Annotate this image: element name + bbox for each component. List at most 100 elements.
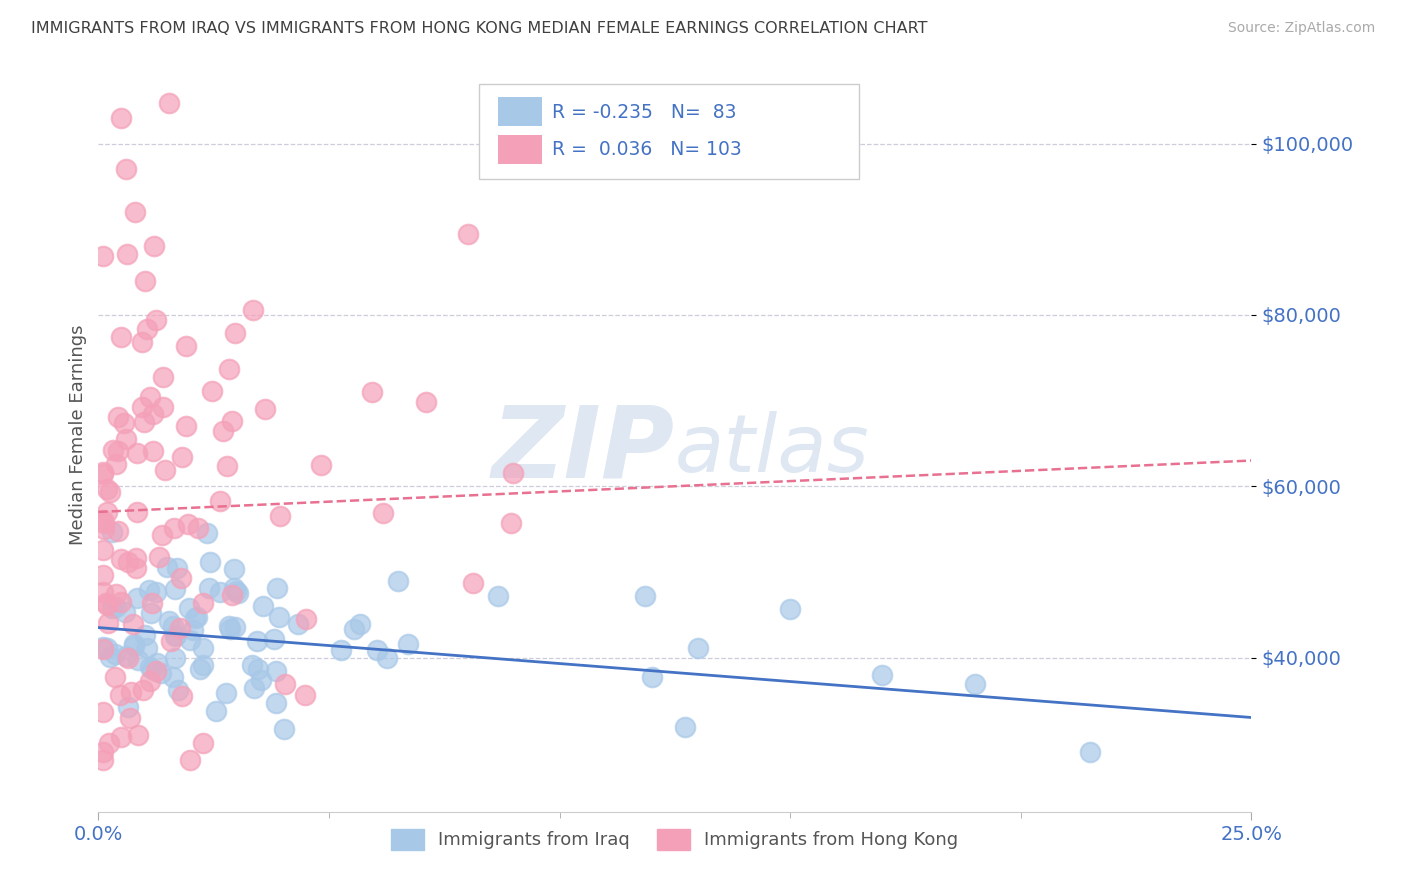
- Point: [112, 416, 135, 430]
- Bar: [499, 97, 543, 126]
- Text: R =  0.036   N= 103: R = 0.036 N= 103: [551, 140, 741, 160]
- Point: [165, 650, 187, 665]
- Point: [226, 586, 249, 600]
- Point: [157, 614, 180, 628]
- Point: [224, 326, 246, 340]
- Point: [91, 642, 114, 657]
- Point: [205, 704, 228, 718]
- Point: [157, 95, 180, 110]
- Point: [174, 339, 197, 353]
- Point: [222, 581, 245, 595]
- Point: [269, 508, 291, 523]
- Point: [142, 444, 165, 458]
- Point: [96, 598, 118, 612]
- Point: [172, 450, 194, 465]
- Point: [101, 442, 124, 457]
- Point: [165, 628, 187, 642]
- Point: [141, 606, 163, 620]
- Point: [387, 574, 409, 588]
- Point: [110, 552, 132, 566]
- Legend: Immigrants from Iraq, Immigrants from Hong Kong: Immigrants from Iraq, Immigrants from Ho…: [384, 822, 966, 857]
- Point: [252, 599, 274, 613]
- Point: [329, 643, 352, 657]
- Point: [634, 589, 657, 603]
- Point: [115, 162, 138, 177]
- Point: [375, 651, 398, 665]
- Point: [91, 249, 114, 263]
- Point: [117, 555, 139, 569]
- Point: [361, 384, 384, 399]
- Point: [104, 670, 127, 684]
- Point: [107, 444, 129, 458]
- Point: [91, 513, 114, 527]
- Point: [170, 571, 193, 585]
- Point: [224, 619, 246, 633]
- Point: [371, 507, 394, 521]
- Point: [150, 528, 173, 542]
- Point: [176, 419, 198, 434]
- Point: [396, 637, 419, 651]
- Point: [247, 662, 270, 676]
- Point: [201, 384, 224, 399]
- Point: [221, 588, 243, 602]
- Point: [242, 303, 264, 318]
- Point: [139, 673, 162, 688]
- Point: [115, 649, 138, 664]
- Point: [287, 616, 309, 631]
- Point: [100, 649, 122, 664]
- Point: [963, 677, 986, 691]
- Point: [253, 402, 276, 417]
- Point: [96, 640, 118, 655]
- Point: [191, 596, 214, 610]
- Point: [295, 612, 318, 626]
- Point: [142, 239, 165, 253]
- Point: [127, 728, 149, 742]
- Point: [114, 432, 136, 446]
- Point: [120, 685, 142, 699]
- Point: [104, 647, 127, 661]
- Point: [110, 330, 132, 344]
- Point: [264, 696, 287, 710]
- Point: [138, 582, 160, 597]
- Point: [127, 446, 149, 460]
- Point: [97, 616, 120, 631]
- Point: [139, 390, 162, 404]
- Point: [177, 516, 200, 531]
- Point: [1078, 745, 1101, 759]
- Point: [225, 583, 247, 598]
- Point: [107, 524, 129, 538]
- Point: [139, 660, 162, 674]
- FancyBboxPatch shape: [479, 85, 859, 178]
- Point: [179, 601, 201, 615]
- Point: [104, 587, 127, 601]
- Point: [294, 688, 316, 702]
- Point: [179, 633, 201, 648]
- Point: [156, 559, 179, 574]
- Point: [222, 562, 245, 576]
- Point: [105, 599, 128, 614]
- Point: [486, 589, 509, 603]
- Bar: [499, 135, 543, 163]
- Point: [105, 457, 128, 471]
- Point: [184, 611, 207, 625]
- Point: [110, 595, 132, 609]
- Text: IMMIGRANTS FROM IRAQ VS IMMIGRANTS FROM HONG KONG MEDIAN FEMALE EARNINGS CORRELA: IMMIGRANTS FROM IRAQ VS IMMIGRANTS FROM …: [31, 21, 928, 36]
- Point: [148, 549, 170, 564]
- Point: [457, 227, 479, 242]
- Point: [415, 395, 437, 409]
- Point: [124, 205, 146, 219]
- Point: [145, 585, 167, 599]
- Point: [131, 400, 153, 414]
- Point: [197, 526, 219, 541]
- Point: [96, 596, 118, 610]
- Point: [135, 640, 157, 655]
- Point: [107, 409, 129, 424]
- Point: [132, 683, 155, 698]
- Point: [188, 662, 211, 676]
- Text: ZIP: ZIP: [492, 401, 675, 499]
- Point: [98, 484, 121, 499]
- Point: [91, 706, 114, 720]
- Point: [240, 658, 263, 673]
- Point: [122, 639, 145, 653]
- Point: [141, 595, 163, 609]
